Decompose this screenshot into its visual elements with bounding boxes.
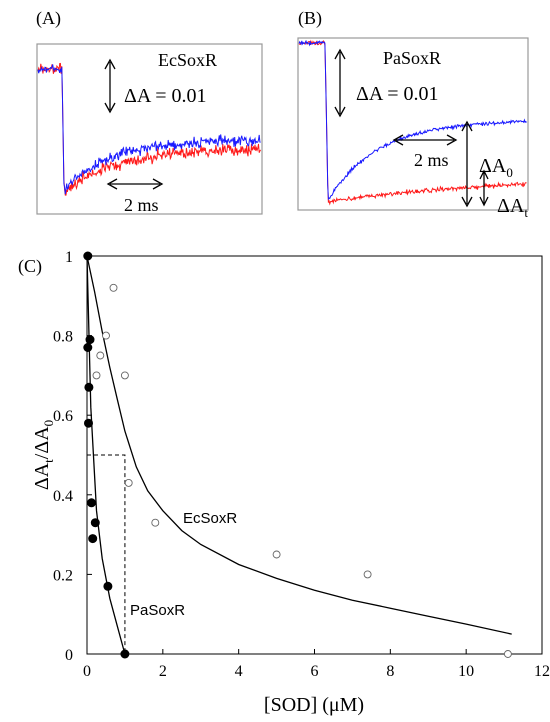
y-tick-label: 0.8 <box>53 329 73 346</box>
data-point-ecsoxr <box>151 518 160 527</box>
panel-b-delta-a0-sub: 0 <box>506 165 513 180</box>
data-point-pasoxr <box>103 581 113 591</box>
y-tick-label: 0 <box>65 647 73 664</box>
panel-b-frame <box>297 37 529 211</box>
data-point-pasoxr <box>83 343 93 352</box>
panel-a-scale-prefix: ΔA = <box>124 85 171 107</box>
data-point-pasoxr <box>84 382 94 392</box>
y-tick-label: 0.6 <box>53 408 73 425</box>
y-tick-label: 1 <box>65 249 73 266</box>
data-point-pasoxr <box>120 649 130 659</box>
pa-curve-label: PaSoxR <box>130 602 185 619</box>
y-axis-label-sub-t: t <box>41 459 56 463</box>
panel-b-scale-arrowheads <box>334 48 346 118</box>
panel-b-delta-at-main: ΔA <box>497 195 525 217</box>
panel-c: (C) 0 2 4 6 8 10 12 0 0.2 0.4 0.6 0.8 1 EcSoxR PaSo… <box>18 249 550 716</box>
y-tick-label: 0.4 <box>53 488 73 505</box>
panel-b-delta-at-arrowheads <box>479 169 489 207</box>
y-axis-label-delta-t: ΔA <box>31 462 53 490</box>
panel-b-time-arrowheads <box>392 134 458 146</box>
data-point-ecsoxr <box>102 331 110 340</box>
x-axis-ticks: 0 2 4 6 8 10 12 <box>83 649 550 680</box>
panel-b-scale-prefix: ΔA = <box>356 83 403 105</box>
y-axis-label-delta-0: ΔA <box>31 426 53 454</box>
data-point-ecsoxr <box>272 550 281 559</box>
data-point-ecsoxr <box>120 371 129 380</box>
panel-a-blue-trace <box>37 64 261 195</box>
x-tick-label: 4 <box>235 663 243 680</box>
panel-b-delta-at-sub: t <box>524 205 528 220</box>
x-tick-label: 0 <box>83 663 91 680</box>
data-point-ecsoxr <box>109 283 118 292</box>
panel-a-protein-label: EcSoxR <box>158 50 217 70</box>
x-tick-label: 12 <box>534 663 550 680</box>
panel-a-scale-text: ΔA = 0.01 <box>124 85 206 107</box>
y-axis-label-sub-0: 0 <box>41 420 56 427</box>
y-axis-label-slash: / <box>31 453 53 459</box>
panel-b-delta-at-label: ΔAt <box>497 195 528 220</box>
panel-a-scale-arrowheads <box>104 58 116 114</box>
panel-b-scale-value: 0.01 <box>403 83 438 105</box>
panel-c-label: (C) <box>18 256 42 277</box>
fit-curves <box>86 255 512 655</box>
panel-b-red-trace <box>298 39 527 206</box>
fit-curve-ecsoxr <box>86 255 512 635</box>
panel-a-label: (A) <box>36 8 61 29</box>
panel-b-delta-a0-arrowheads <box>461 120 473 208</box>
panel-b-delta-a0-main: ΔA <box>479 155 507 177</box>
data-point-ecsoxr <box>92 371 101 380</box>
panel-a-time-scale: 2 ms <box>124 195 159 215</box>
x-axis-label: [SOD] (μM) <box>264 694 364 716</box>
data-point-pasoxr <box>87 498 96 508</box>
data-point-ecsoxr <box>363 570 372 579</box>
panel-b-protein-label: PaSoxR <box>383 48 441 68</box>
panel-b: (B) PaSoxR ΔA = 0.01 2 ms ΔA0 ΔAt <box>297 8 529 220</box>
x-tick-label: 6 <box>311 663 319 680</box>
data-point-ecsoxr <box>503 650 512 658</box>
x-tick-label: 8 <box>386 663 394 680</box>
ec-curve-label: EcSoxR <box>183 510 237 527</box>
data-point-pasoxr <box>90 518 100 528</box>
panel-a: (A) EcSoxR ΔA = 0.01 2 ms <box>36 8 263 215</box>
half-value-dashed-guide <box>87 454 126 654</box>
plot-frame <box>86 255 543 655</box>
data-point-pasoxr <box>85 335 95 345</box>
panel-a-red-trace <box>37 62 262 196</box>
data-point-ecsoxr <box>96 351 105 360</box>
panel-a-frame <box>36 43 263 215</box>
x-tick-label: 10 <box>458 663 474 680</box>
y-tick-label: 0.2 <box>53 567 73 584</box>
y-axis-label: ΔAt/ΔA0 <box>31 420 56 490</box>
data-point-pasoxr <box>83 251 93 261</box>
panel-a-scale-value: 0.01 <box>171 85 206 107</box>
half-value-guides <box>87 454 126 654</box>
panel-a-time-arrowheads <box>106 178 164 190</box>
data-points <box>83 251 512 659</box>
data-point-pasoxr <box>88 534 98 544</box>
y-axis-ticks: 0 0.2 0.4 0.6 0.8 1 <box>53 249 92 664</box>
data-point-ecsoxr <box>124 478 133 487</box>
panel-b-label: (B) <box>298 8 322 29</box>
panel-b-blue-trace <box>298 39 527 201</box>
panel-b-time-scale: 2 ms <box>414 150 449 170</box>
data-point-pasoxr <box>84 418 93 428</box>
panel-b-delta-a0-label: ΔA0 <box>479 155 513 180</box>
x-tick-label: 2 <box>159 663 167 680</box>
fit-curve-pasoxr <box>86 255 126 655</box>
panel-b-scale-text: ΔA = 0.01 <box>356 83 438 105</box>
